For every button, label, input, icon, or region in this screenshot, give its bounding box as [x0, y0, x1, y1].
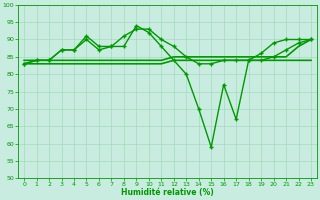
X-axis label: Humidité relative (%): Humidité relative (%): [121, 188, 214, 197]
